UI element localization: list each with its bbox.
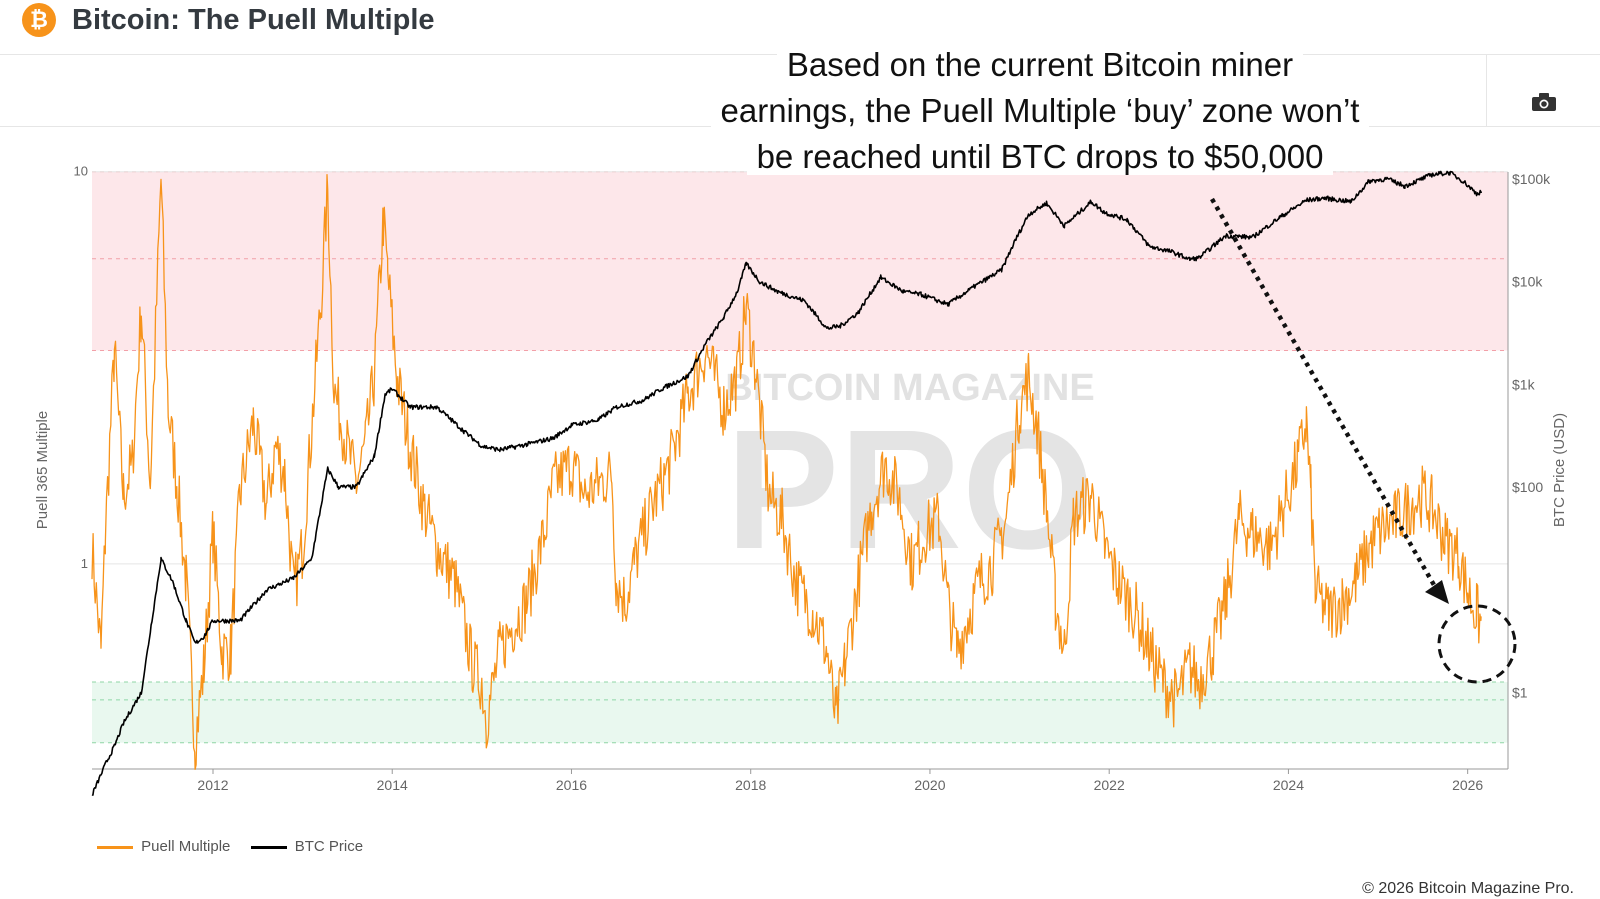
legend-label-btc: BTC Price bbox=[294, 838, 364, 855]
x-tick-label: 2020 bbox=[914, 777, 945, 793]
annotation-text: Based on the current Bitcoin miner earni… bbox=[680, 42, 1400, 180]
y-right-axis-title: BTC Price (USD) bbox=[1551, 413, 1568, 527]
btc-price-line bbox=[91, 170, 1482, 796]
legend-swatch-btc bbox=[250, 845, 287, 849]
dotted-arrow-line bbox=[1210, 197, 1440, 594]
legend-item-puell[interactable]: Puell Multiple bbox=[97, 838, 230, 855]
y-left-axis-title: Puell 365 Multiple bbox=[34, 411, 51, 529]
y-right-tick-label: $100 bbox=[1512, 479, 1543, 495]
x-tick-label: 2012 bbox=[197, 777, 228, 793]
copyright-text: © 2026 Bitcoin Magazine Pro. bbox=[1362, 880, 1574, 897]
legend-item-btc[interactable]: BTC Price bbox=[250, 838, 364, 855]
y-left-tick-label: 10 bbox=[74, 164, 88, 179]
x-tick-label: 2018 bbox=[735, 777, 766, 793]
buy-zone-band bbox=[92, 681, 1508, 743]
y-right-tick-label: $1 bbox=[1512, 685, 1528, 701]
y-right-tick-label: $10k bbox=[1512, 274, 1543, 290]
camera-icon[interactable] bbox=[1531, 92, 1557, 112]
chart-legend: Puell Multiple BTC Price bbox=[97, 838, 379, 855]
x-tick-label: 2014 bbox=[377, 777, 408, 793]
annotation-line-1: Based on the current Bitcoin miner bbox=[776, 46, 1304, 83]
annotation-line-3: be reached until BTC drops to $50,000 bbox=[746, 138, 1334, 175]
legend-swatch-puell bbox=[97, 845, 133, 849]
x-tick-label: 2016 bbox=[556, 777, 587, 793]
legend-label-puell: Puell Multiple bbox=[141, 838, 231, 855]
arrowhead-icon bbox=[1425, 580, 1449, 604]
puell-multiple-line bbox=[91, 174, 1482, 770]
y-left-tick-label: 1 bbox=[81, 556, 88, 571]
annotation-line-2: earnings, the Puell Multiple ‘buy’ zone … bbox=[710, 92, 1370, 129]
sell-zone-band bbox=[92, 171, 1508, 351]
bitcoin-logo-icon: ₿ bbox=[22, 3, 56, 37]
toolbar-divider bbox=[1486, 55, 1487, 126]
page-title: Bitcoin: The Puell Multiple bbox=[72, 4, 435, 36]
x-tick-label: 2026 bbox=[1452, 777, 1483, 793]
y-right-tick-label: $100k bbox=[1512, 171, 1551, 187]
x-tick-label: 2022 bbox=[1094, 777, 1125, 793]
x-tick-label: 2024 bbox=[1273, 777, 1304, 793]
y-right-tick-label: $1k bbox=[1512, 376, 1536, 392]
highlight-circle bbox=[1437, 604, 1517, 684]
